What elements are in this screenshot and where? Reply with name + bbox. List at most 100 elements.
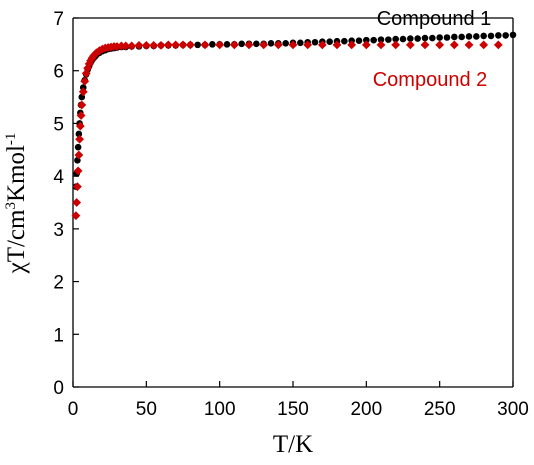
y-tick-label: 6 (53, 62, 64, 83)
data-point-compound-2 (163, 40, 173, 50)
legend-compound-1: Compound 1 (377, 8, 492, 30)
data-point-compound-1 (282, 40, 289, 47)
data-point-compound-1 (436, 34, 443, 41)
data-point-compound-1 (495, 32, 502, 39)
data-point-compound-1 (253, 40, 260, 48)
data-point-compound-1 (458, 33, 465, 41)
series-layer (71, 31, 517, 221)
data-point-compound-2 (76, 111, 86, 120)
y-tick-label: 7 (53, 9, 64, 30)
data-point-compound-2 (479, 40, 489, 50)
data-point-compound-2 (493, 40, 503, 50)
data-point-compound-1 (451, 33, 458, 41)
data-point-compound-2 (420, 40, 430, 50)
y-axis-title-chi: χT (3, 247, 30, 274)
data-point-compound-1 (355, 37, 363, 44)
data-point-compound-1 (407, 35, 414, 42)
data-point-compound-1 (443, 34, 451, 41)
data-point-compound-1 (480, 32, 487, 40)
data-point-compound-2 (229, 40, 239, 50)
x-axis-title: T/K (273, 431, 313, 458)
data-point-compound-1 (465, 33, 473, 40)
data-point-compound-1 (341, 37, 348, 45)
legend-compound-2: Compound 2 (373, 69, 488, 91)
data-point-compound-1 (429, 34, 436, 42)
y-axis-title-mid: Kmol (3, 145, 30, 202)
x-tick-label: 250 (424, 399, 456, 420)
data-point-compound-1 (267, 40, 275, 47)
data-point-compound-2 (117, 41, 126, 51)
data-point-compound-1 (370, 36, 377, 44)
y-axis-title-sup1: 3 (3, 202, 19, 210)
x-tick-label: 300 (497, 399, 529, 420)
data-point-compound-1 (194, 41, 201, 49)
y-axis-title-sep: /cm (3, 209, 30, 247)
data-point-compound-1 (473, 33, 480, 40)
data-point-compound-1 (399, 35, 407, 43)
series-1 (72, 31, 517, 190)
data-point-compound-1 (74, 143, 82, 151)
y-ticks: 0 1 2 3 4 5 6 7 (53, 9, 79, 399)
data-point-compound-2 (92, 48, 101, 58)
y-tick-label: 5 (53, 114, 64, 135)
data-point-compound-2 (178, 40, 188, 50)
x-tick-label: 100 (204, 399, 236, 420)
data-point-compound-2 (73, 166, 83, 176)
data-point-compound-2 (74, 150, 84, 160)
data-point-compound-2 (244, 40, 254, 50)
data-point-compound-1 (311, 38, 319, 46)
data-point-compound-1 (392, 35, 399, 43)
data-point-compound-2 (156, 41, 166, 50)
data-point-compound-2 (75, 121, 85, 131)
data-point-compound-2 (185, 40, 195, 50)
data-point-compound-2 (134, 41, 144, 50)
data-point-compound-1 (414, 35, 421, 42)
data-point-compound-2 (171, 40, 181, 50)
x-tick-label: 0 (68, 399, 79, 420)
data-point-compound-2 (83, 63, 93, 73)
data-point-compound-1 (363, 36, 370, 44)
data-point-compound-2 (95, 46, 104, 56)
data-point-compound-2 (215, 40, 225, 50)
y-tick-label: 1 (53, 325, 64, 346)
y-tick-label: 2 (53, 273, 64, 294)
data-point-compound-2 (288, 40, 298, 50)
data-point-compound-2 (200, 40, 210, 50)
data-point-compound-2 (391, 40, 401, 50)
data-point-compound-2 (435, 40, 445, 50)
data-point-compound-1 (377, 36, 385, 43)
data-point-compound-2 (149, 41, 159, 50)
data-point-compound-2 (332, 40, 342, 50)
y-axis-title-sup2: -1 (3, 133, 19, 146)
data-point-compound-2 (78, 87, 88, 97)
data-point-compound-2 (121, 41, 131, 51)
data-point-compound-1 (297, 39, 304, 47)
data-point-compound-2 (361, 40, 371, 50)
series-2 (71, 40, 503, 221)
y-tick-label: 3 (53, 220, 64, 241)
data-point-compound-2 (141, 41, 151, 50)
data-point-compound-2 (347, 40, 357, 50)
data-point-compound-2 (72, 198, 82, 207)
data-point-compound-2 (77, 100, 87, 110)
x-tick-label: 50 (136, 399, 157, 420)
x-tick-label: 150 (277, 399, 309, 420)
y-tick-label: 4 (53, 167, 64, 188)
data-point-compound-2 (80, 76, 90, 86)
data-point-compound-1 (509, 31, 517, 39)
data-point-compound-1 (385, 36, 392, 43)
data-point-compound-1 (487, 32, 495, 40)
data-point-compound-2 (259, 40, 269, 50)
y-tick-label: 0 (53, 378, 64, 399)
data-point-compound-1 (421, 34, 429, 42)
x-tick-label: 200 (350, 399, 382, 420)
data-point-compound-2 (75, 134, 84, 144)
data-point-compound-2 (449, 40, 459, 50)
data-point-compound-2 (464, 40, 474, 50)
y-axis-title: χT/cm3Kmol-1 (3, 133, 30, 275)
data-point-compound-2 (303, 40, 313, 50)
data-point-compound-1 (209, 41, 216, 48)
data-point-compound-1 (502, 32, 509, 39)
data-point-compound-2 (71, 211, 81, 221)
